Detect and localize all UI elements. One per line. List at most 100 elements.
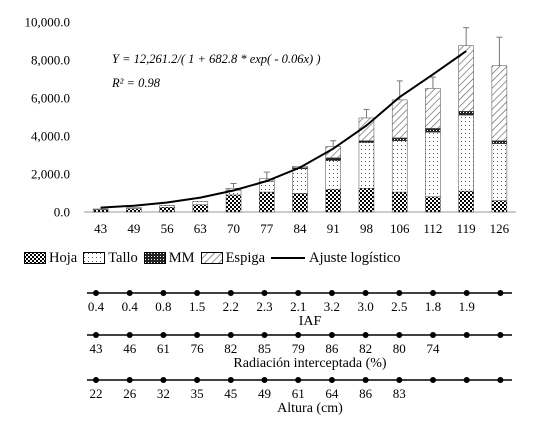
row-dot <box>295 290 302 296</box>
row-dot <box>497 377 504 383</box>
row-value: 49 <box>258 386 271 401</box>
row-value: 64 <box>325 386 339 401</box>
legend-hoja: Hoja <box>24 250 77 267</box>
bar-segment-hoja <box>425 196 441 213</box>
row-value: 80 <box>393 341 406 356</box>
row-value: 43 <box>90 341 103 356</box>
bar-segment-tallo <box>192 201 209 206</box>
legend-label-mm: MM <box>168 249 195 266</box>
fit-line <box>100 50 467 209</box>
x-tick-label: 43 <box>94 221 107 236</box>
x-tick-label: 63 <box>194 221 207 236</box>
bar-segment-mm <box>458 111 474 116</box>
row-dot <box>463 377 470 383</box>
row-label: Radiación interceptada (%) <box>233 356 386 371</box>
row-dot <box>396 290 403 296</box>
y-tick-label: 0.0 <box>54 205 70 220</box>
row-dot <box>126 290 133 296</box>
bar-segment-hoja <box>259 191 275 213</box>
x-tick-label: 98 <box>360 221 373 236</box>
row-dot <box>497 290 504 296</box>
legend-espiga: Espiga <box>200 249 266 267</box>
row-value: 74 <box>427 341 441 356</box>
row-value: 0.8 <box>155 299 171 314</box>
row-value: 61 <box>157 341 170 356</box>
row-dot <box>261 290 268 296</box>
x-tick-label: 106 <box>390 221 410 236</box>
row-value: 1.8 <box>425 299 441 314</box>
row-value: 26 <box>123 386 137 401</box>
row-value: 61 <box>292 386 305 401</box>
row-value: 45 <box>224 386 237 401</box>
row-dot <box>430 290 436 296</box>
row-dot <box>497 332 504 338</box>
fit-equation: Y = 12,261.2/( 1 + 682.8 * exp( - 0.06x)… <box>112 52 321 66</box>
row-dot <box>362 332 369 338</box>
x-tick-label: 91 <box>327 221 340 236</box>
bar-segment-tallo <box>92 208 109 210</box>
legend-swatch-espiga <box>200 252 223 264</box>
legend-swatch-graphic <box>200 252 223 264</box>
legend-swatch-graphic <box>24 252 46 264</box>
row-value: 86 <box>359 386 373 401</box>
row-dot <box>160 332 167 338</box>
row-dot <box>396 377 403 383</box>
row-dot <box>194 332 201 338</box>
row-dot <box>227 377 234 383</box>
row-dot <box>261 332 268 338</box>
row-value: 2.5 <box>391 299 407 314</box>
x-tick-label: 77 <box>260 221 274 236</box>
bar-segment-hoja <box>458 190 474 213</box>
row-value: 32 <box>157 386 170 401</box>
row-dot <box>328 290 335 296</box>
row-dot <box>295 332 302 338</box>
chart-legend: Hoja Tallo MM Espiga Ajuste logístico <box>24 248 524 268</box>
y-tick-label: 10,000.0 <box>25 15 71 30</box>
row-value: 82 <box>224 341 237 356</box>
bar-segment-hoja <box>491 200 508 213</box>
bar-segment-tallo <box>491 143 508 201</box>
legend-mm: MM <box>143 249 195 267</box>
bar-segment-hoja <box>192 204 209 213</box>
legend-swatch-rect <box>143 252 166 264</box>
legend-line-fit <box>271 257 306 259</box>
y-tick-label: 2,000.0 <box>31 167 70 182</box>
x-tick-label: 119 <box>457 221 476 236</box>
bar-segment-tallo <box>391 140 408 193</box>
row-value: 3.2 <box>324 299 340 314</box>
x-tick-label: 49 <box>127 221 140 236</box>
row-value: 0.4 <box>88 299 105 314</box>
row-dot <box>194 290 201 296</box>
row-value: 22 <box>90 386 103 401</box>
row-label: IAF <box>299 314 322 329</box>
row-value: 1.9 <box>459 299 475 314</box>
legend-label-espiga: Espiga <box>225 249 266 266</box>
row-value: 2.1 <box>290 299 306 314</box>
legend-swatch-rect <box>24 252 46 264</box>
bar-segment-mm <box>425 128 441 133</box>
row-dot <box>362 377 369 383</box>
x-tick-label: 56 <box>161 221 175 236</box>
x-tick-label: 84 <box>294 221 308 236</box>
row-dot <box>430 332 436 338</box>
row-dot <box>93 290 99 296</box>
row-value: 3.0 <box>357 299 373 314</box>
row-dot <box>362 290 369 296</box>
row-value: 82 <box>359 341 372 356</box>
row-value: 79 <box>292 341 305 356</box>
bar-segment-hoja <box>325 188 341 213</box>
row-dot <box>160 290 167 296</box>
row-dot <box>328 377 335 383</box>
row-dot <box>194 377 201 383</box>
bar-segment-espiga <box>425 88 441 129</box>
legend-swatch-hoja <box>24 252 46 264</box>
bar-segment-tallo <box>292 168 308 194</box>
legend-swatch-rect <box>83 252 106 264</box>
row-dot <box>295 377 302 383</box>
row-value: 2.3 <box>256 299 272 314</box>
row-dot <box>93 332 99 338</box>
row-dot <box>328 332 335 338</box>
bar-segment-tallo <box>159 205 175 208</box>
row-value: 86 <box>325 341 339 356</box>
row-value: 83 <box>393 386 406 401</box>
